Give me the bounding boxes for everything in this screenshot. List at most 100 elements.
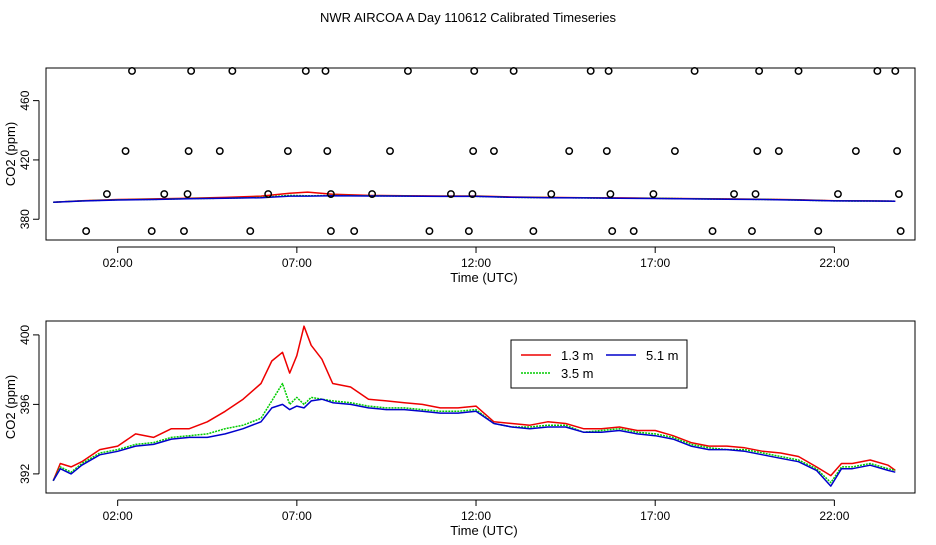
scatter-x-label: Time (UTC): [450, 270, 517, 285]
series-line-5-1-m: [53, 194, 896, 203]
scatter-point: [894, 190, 903, 198]
scatter-point: [608, 227, 617, 236]
x-tick-label: 07:00: [282, 256, 312, 270]
x-tick-label: 17:00: [640, 256, 670, 270]
x-tick-label: 22:00: [819, 256, 849, 270]
series-line-5-1-m: [52, 398, 896, 487]
scatter-point: [425, 227, 434, 236]
scatter-point: [606, 190, 615, 198]
scatter-point: [323, 147, 332, 155]
scatter-point: [283, 147, 292, 155]
scatter-point: [690, 67, 699, 75]
x-tick-label: 22:00: [819, 509, 849, 523]
scatter-point: [321, 67, 330, 75]
line-x-axis: 02:00 07:00 12:00 17:00 22:00: [103, 499, 850, 523]
scatter-point: [102, 190, 111, 198]
scatter-y-label: CO2 (ppm): [3, 122, 18, 186]
y-tick-label: 460: [18, 90, 32, 110]
scatter-y-axis: 380 420 460: [18, 90, 40, 229]
scatter-point: [386, 147, 394, 155]
scatter-point: [814, 227, 823, 236]
scatter-point: [509, 67, 518, 75]
scatter-point: [755, 67, 764, 75]
scatter-point: [896, 227, 905, 236]
scatter-point: [547, 190, 556, 198]
scatter-points: [82, 67, 905, 236]
legend: 1.3 m 5.1 m 3.5 m: [510, 339, 688, 389]
scatter-point: [350, 227, 359, 236]
scatter-point: [565, 147, 574, 155]
scatter-point: [751, 190, 760, 198]
series-line-1-3-m: [52, 325, 896, 482]
scatter-point: [469, 147, 478, 155]
scatter-x-axis: 02:00 07:00 12:00 17:00 22:00: [103, 246, 850, 270]
y-tick-label: 420: [18, 150, 32, 170]
scatter-point: [446, 190, 455, 198]
scatter-point: [602, 147, 611, 155]
scatter-panel: 380 420 460 02:00 07:00 12:00 17:00 22:00 Time…: [3, 67, 916, 285]
line-x-label: Time (UTC): [450, 523, 517, 538]
x-tick-label: 12:00: [461, 509, 491, 523]
scatter-point: [121, 147, 130, 155]
line-plot-frame: [45, 320, 916, 494]
legend-label-3-5m: 3.5 m: [561, 366, 594, 381]
y-tick-label: 400: [18, 325, 32, 345]
scatter-point: [326, 227, 335, 236]
scatter-point: [246, 227, 255, 236]
line-series: [52, 325, 896, 487]
line-y-axis: 392 396 400: [18, 325, 40, 484]
scatter-point: [470, 67, 479, 75]
line-y-label: CO2 (ppm): [3, 375, 18, 439]
scatter-point: [184, 147, 193, 155]
scatter-point: [215, 147, 224, 155]
scatter-point: [834, 190, 842, 198]
scatter-point: [730, 190, 738, 198]
scatter-point: [891, 67, 900, 75]
scatter-point: [529, 227, 538, 236]
x-tick-label: 12:00: [461, 256, 491, 270]
y-tick-label: 396: [18, 394, 32, 414]
scatter-point: [851, 147, 860, 155]
scatter-point: [794, 67, 803, 75]
scatter-point: [670, 147, 679, 155]
line-panel: 392 396 400 02:00 07:00 12:00 17:00 22:00 Time…: [3, 320, 916, 538]
scatter-point: [649, 190, 658, 198]
scatter-series-lines: [53, 191, 896, 203]
y-tick-label: 380: [18, 209, 32, 229]
scatter-point: [708, 227, 717, 236]
legend-label-5-1m: 5.1 m: [646, 348, 679, 363]
scatter-point: [753, 147, 762, 155]
scatter-point: [586, 67, 595, 75]
series-line-3-5-m: [52, 382, 896, 484]
x-tick-label: 07:00: [282, 509, 312, 523]
scatter-point: [368, 190, 377, 198]
scatter-point: [264, 190, 273, 198]
chart-title: NWR AIRCOA A Day 110612 Calibrated Times…: [320, 10, 616, 25]
scatter-point: [187, 67, 196, 75]
y-tick-label: 392: [18, 464, 32, 484]
x-tick-label: 02:00: [103, 509, 133, 523]
scatter-point: [160, 190, 169, 198]
scatter-point: [748, 227, 756, 236]
scatter-point: [301, 67, 310, 75]
scatter-point: [468, 190, 477, 198]
scatter-point: [326, 190, 335, 198]
scatter-point: [629, 227, 638, 236]
scatter-point: [183, 190, 192, 198]
scatter-point: [82, 227, 91, 236]
scatter-point: [128, 67, 136, 75]
scatter-point: [873, 67, 882, 75]
scatter-point: [464, 227, 473, 236]
scatter-point: [403, 67, 412, 75]
scatter-point: [228, 67, 237, 75]
x-tick-label: 02:00: [103, 256, 133, 270]
legend-label-1-3m: 1.3 m: [561, 348, 594, 363]
scatter-point: [893, 147, 902, 155]
scatter-point: [180, 227, 188, 236]
scatter-plot-frame: [45, 67, 916, 241]
legend-box: [510, 339, 688, 389]
scatter-point: [489, 147, 498, 155]
scatter-point: [774, 147, 783, 155]
x-tick-label: 17:00: [640, 509, 670, 523]
